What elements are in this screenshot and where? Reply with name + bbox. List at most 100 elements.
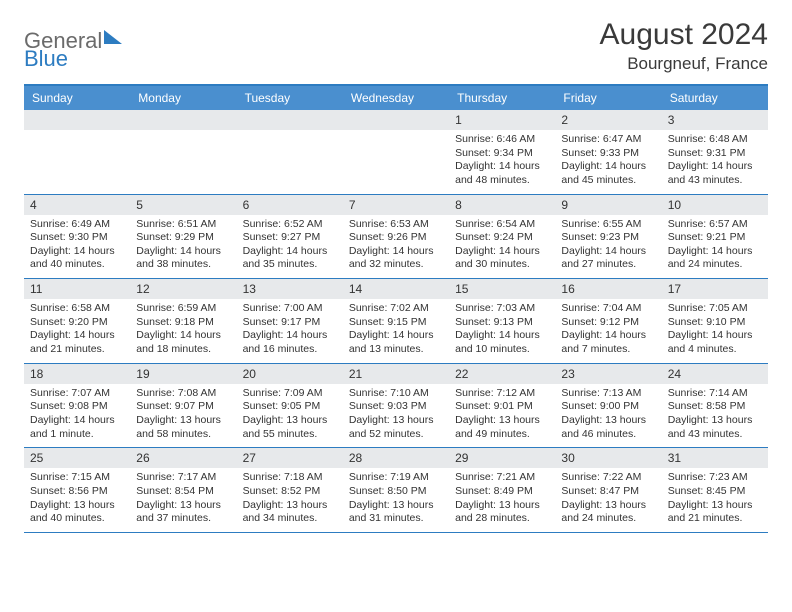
day-cell: Sunrise: 7:17 AMSunset: 8:54 PMDaylight:… [130,468,236,532]
sunrise-label: Sunrise: 6:46 AM [455,133,549,147]
sunrise-label: Sunrise: 7:14 AM [668,387,762,401]
day-number: 31 [662,448,768,468]
sunrise-label: Sunrise: 7:12 AM [455,387,549,401]
daylight-label: Daylight: 14 hours and 16 minutes. [243,329,337,356]
day-number: 3 [662,110,768,130]
dow-saturday: Saturday [662,86,768,110]
day-number: 1 [449,110,555,130]
header: General August 2024 Bourgneuf, France [24,18,768,74]
day-cell: Sunrise: 6:58 AMSunset: 9:20 PMDaylight:… [24,299,130,363]
sunset-label: Sunset: 9:34 PM [455,147,549,161]
sunset-label: Sunset: 9:03 PM [349,400,443,414]
week-row: 18192021222324Sunrise: 7:07 AMSunset: 9:… [24,364,768,449]
sunset-label: Sunset: 9:30 PM [30,231,124,245]
daylight-label: Daylight: 13 hours and 46 minutes. [561,414,655,441]
sunset-label: Sunset: 9:29 PM [136,231,230,245]
day-cell: Sunrise: 7:19 AMSunset: 8:50 PMDaylight:… [343,468,449,532]
day-cell: Sunrise: 6:46 AMSunset: 9:34 PMDaylight:… [449,130,555,194]
day-number: 22 [449,364,555,384]
sunrise-label: Sunrise: 6:52 AM [243,218,337,232]
day-cell: Sunrise: 7:14 AMSunset: 8:58 PMDaylight:… [662,384,768,448]
sunrise-label: Sunrise: 7:04 AM [561,302,655,316]
day-number: 2 [555,110,661,130]
day-number: 17 [662,279,768,299]
daylight-label: Daylight: 14 hours and 24 minutes. [668,245,762,272]
daylight-label: Daylight: 14 hours and 45 minutes. [561,160,655,187]
day-cell: Sunrise: 7:10 AMSunset: 9:03 PMDaylight:… [343,384,449,448]
sunrise-label: Sunrise: 7:18 AM [243,471,337,485]
sunset-label: Sunset: 9:13 PM [455,316,549,330]
daylight-label: Daylight: 13 hours and 37 minutes. [136,499,230,526]
day-cell: Sunrise: 7:03 AMSunset: 9:13 PMDaylight:… [449,299,555,363]
sunrise-label: Sunrise: 7:03 AM [455,302,549,316]
day-number: 11 [24,279,130,299]
sunrise-label: Sunrise: 7:21 AM [455,471,549,485]
day-cell: Sunrise: 7:23 AMSunset: 8:45 PMDaylight:… [662,468,768,532]
day-number [237,110,343,130]
day-cell: Sunrise: 7:02 AMSunset: 9:15 PMDaylight:… [343,299,449,363]
day-cell: Sunrise: 7:09 AMSunset: 9:05 PMDaylight:… [237,384,343,448]
sunset-label: Sunset: 9:12 PM [561,316,655,330]
logo-line2: Blue [24,46,68,72]
sunset-label: Sunset: 8:58 PM [668,400,762,414]
daylight-label: Daylight: 14 hours and 27 minutes. [561,245,655,272]
daylight-label: Daylight: 14 hours and 48 minutes. [455,160,549,187]
sunrise-label: Sunrise: 7:08 AM [136,387,230,401]
day-number: 5 [130,195,236,215]
day-cell: Sunrise: 6:57 AMSunset: 9:21 PMDaylight:… [662,215,768,279]
day-cell: Sunrise: 7:15 AMSunset: 8:56 PMDaylight:… [24,468,130,532]
sunrise-label: Sunrise: 6:47 AM [561,133,655,147]
sunset-label: Sunset: 9:17 PM [243,316,337,330]
daylight-label: Daylight: 14 hours and 35 minutes. [243,245,337,272]
sunset-label: Sunset: 9:10 PM [668,316,762,330]
sunset-label: Sunset: 9:24 PM [455,231,549,245]
daylight-label: Daylight: 14 hours and 38 minutes. [136,245,230,272]
week-row: 11121314151617Sunrise: 6:58 AMSunset: 9:… [24,279,768,364]
day-cell: Sunrise: 7:05 AMSunset: 9:10 PMDaylight:… [662,299,768,363]
day-number [130,110,236,130]
daylight-label: Daylight: 14 hours and 40 minutes. [30,245,124,272]
sunrise-label: Sunrise: 6:55 AM [561,218,655,232]
sunset-label: Sunset: 9:07 PM [136,400,230,414]
daylight-label: Daylight: 14 hours and 21 minutes. [30,329,124,356]
day-number: 30 [555,448,661,468]
day-cell: Sunrise: 6:49 AMSunset: 9:30 PMDaylight:… [24,215,130,279]
day-cell [237,130,343,194]
day-number: 27 [237,448,343,468]
sunrise-label: Sunrise: 6:51 AM [136,218,230,232]
daylight-label: Daylight: 13 hours and 34 minutes. [243,499,337,526]
day-number: 19 [130,364,236,384]
sunrise-label: Sunrise: 7:09 AM [243,387,337,401]
sunset-label: Sunset: 9:00 PM [561,400,655,414]
sunrise-label: Sunrise: 7:00 AM [243,302,337,316]
day-number: 12 [130,279,236,299]
logo-triangle-icon [104,30,122,44]
sunset-label: Sunset: 9:27 PM [243,231,337,245]
day-cell: Sunrise: 7:18 AMSunset: 8:52 PMDaylight:… [237,468,343,532]
day-number [343,110,449,130]
daylight-label: Daylight: 13 hours and 28 minutes. [455,499,549,526]
sunset-label: Sunset: 8:50 PM [349,485,443,499]
sunset-label: Sunset: 9:23 PM [561,231,655,245]
sunrise-label: Sunrise: 7:15 AM [30,471,124,485]
sunset-label: Sunset: 9:20 PM [30,316,124,330]
sunset-label: Sunset: 9:18 PM [136,316,230,330]
week-row: 45678910Sunrise: 6:49 AMSunset: 9:30 PMD… [24,195,768,280]
sunset-label: Sunset: 8:52 PM [243,485,337,499]
daylight-label: Daylight: 13 hours and 24 minutes. [561,499,655,526]
daylight-label: Daylight: 14 hours and 32 minutes. [349,245,443,272]
day-number: 14 [343,279,449,299]
dow-tuesday: Tuesday [237,86,343,110]
day-number: 24 [662,364,768,384]
day-cell: Sunrise: 6:54 AMSunset: 9:24 PMDaylight:… [449,215,555,279]
day-cell: Sunrise: 6:55 AMSunset: 9:23 PMDaylight:… [555,215,661,279]
day-cell [130,130,236,194]
sunset-label: Sunset: 9:21 PM [668,231,762,245]
daylight-label: Daylight: 14 hours and 30 minutes. [455,245,549,272]
day-cell: Sunrise: 7:21 AMSunset: 8:49 PMDaylight:… [449,468,555,532]
location-label: Bourgneuf, France [600,54,768,74]
day-cell: Sunrise: 7:12 AMSunset: 9:01 PMDaylight:… [449,384,555,448]
day-cell [343,130,449,194]
dow-friday: Friday [555,86,661,110]
day-cell: Sunrise: 6:51 AMSunset: 9:29 PMDaylight:… [130,215,236,279]
